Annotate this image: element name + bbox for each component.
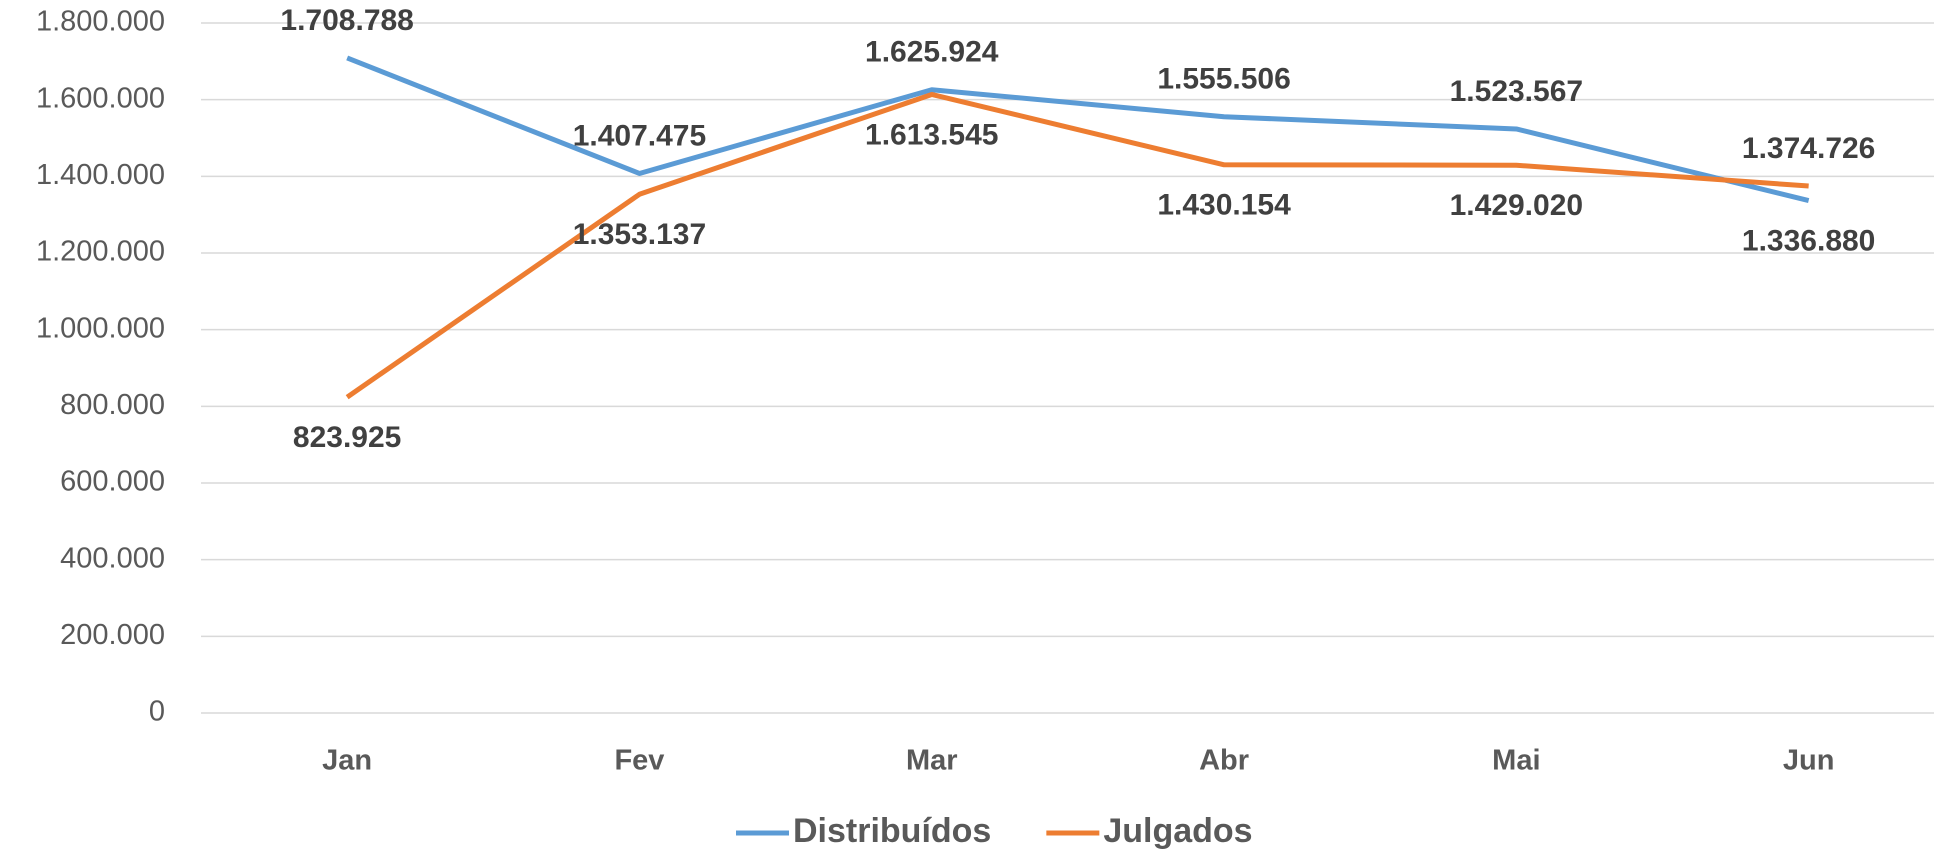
y-tick-label: 200.000 <box>60 619 165 651</box>
data-label: 1.430.154 <box>1157 189 1291 222</box>
data-label: 1.625.924 <box>865 36 999 69</box>
y-tick-label: 1.400.000 <box>36 159 165 191</box>
legend-label: Julgados <box>1103 812 1252 850</box>
series-line <box>346 55 1810 203</box>
y-tick-label: 0 <box>149 696 165 728</box>
x-tick-label: Jun <box>1783 745 1835 777</box>
data-label: 1.708.788 <box>280 4 413 37</box>
legend-label: Distribuídos <box>793 812 991 850</box>
data-label: 1.523.567 <box>1450 75 1583 108</box>
y-tick-label: 1.200.000 <box>36 236 165 268</box>
y-tick-label: 600.000 <box>60 466 165 498</box>
x-tick-label: Abr <box>1199 745 1249 777</box>
data-label: 823.925 <box>293 421 401 454</box>
y-tick-label: 1.600.000 <box>36 82 165 114</box>
data-label: 1.336.880 <box>1742 224 1875 257</box>
x-tick-label: Fev <box>614 745 664 777</box>
data-label: 1.613.545 <box>865 118 998 151</box>
data-label: 1.374.726 <box>1742 132 1875 165</box>
series-line <box>345 91 1809 400</box>
x-tick-label: Mai <box>1492 745 1540 777</box>
data-label: 1.555.506 <box>1157 63 1290 96</box>
data-label: 1.353.137 <box>573 218 706 251</box>
y-tick-label: 1.800.000 <box>36 6 165 38</box>
data-label: 1.407.475 <box>573 119 706 152</box>
x-tick-label: Jan <box>322 745 372 777</box>
data-label: 1.429.020 <box>1450 189 1583 222</box>
x-tick-label: Mar <box>906 745 958 777</box>
y-tick-label: 400.000 <box>60 542 165 574</box>
y-tick-label: 800.000 <box>60 389 165 421</box>
y-tick-label: 1.000.000 <box>36 312 165 344</box>
